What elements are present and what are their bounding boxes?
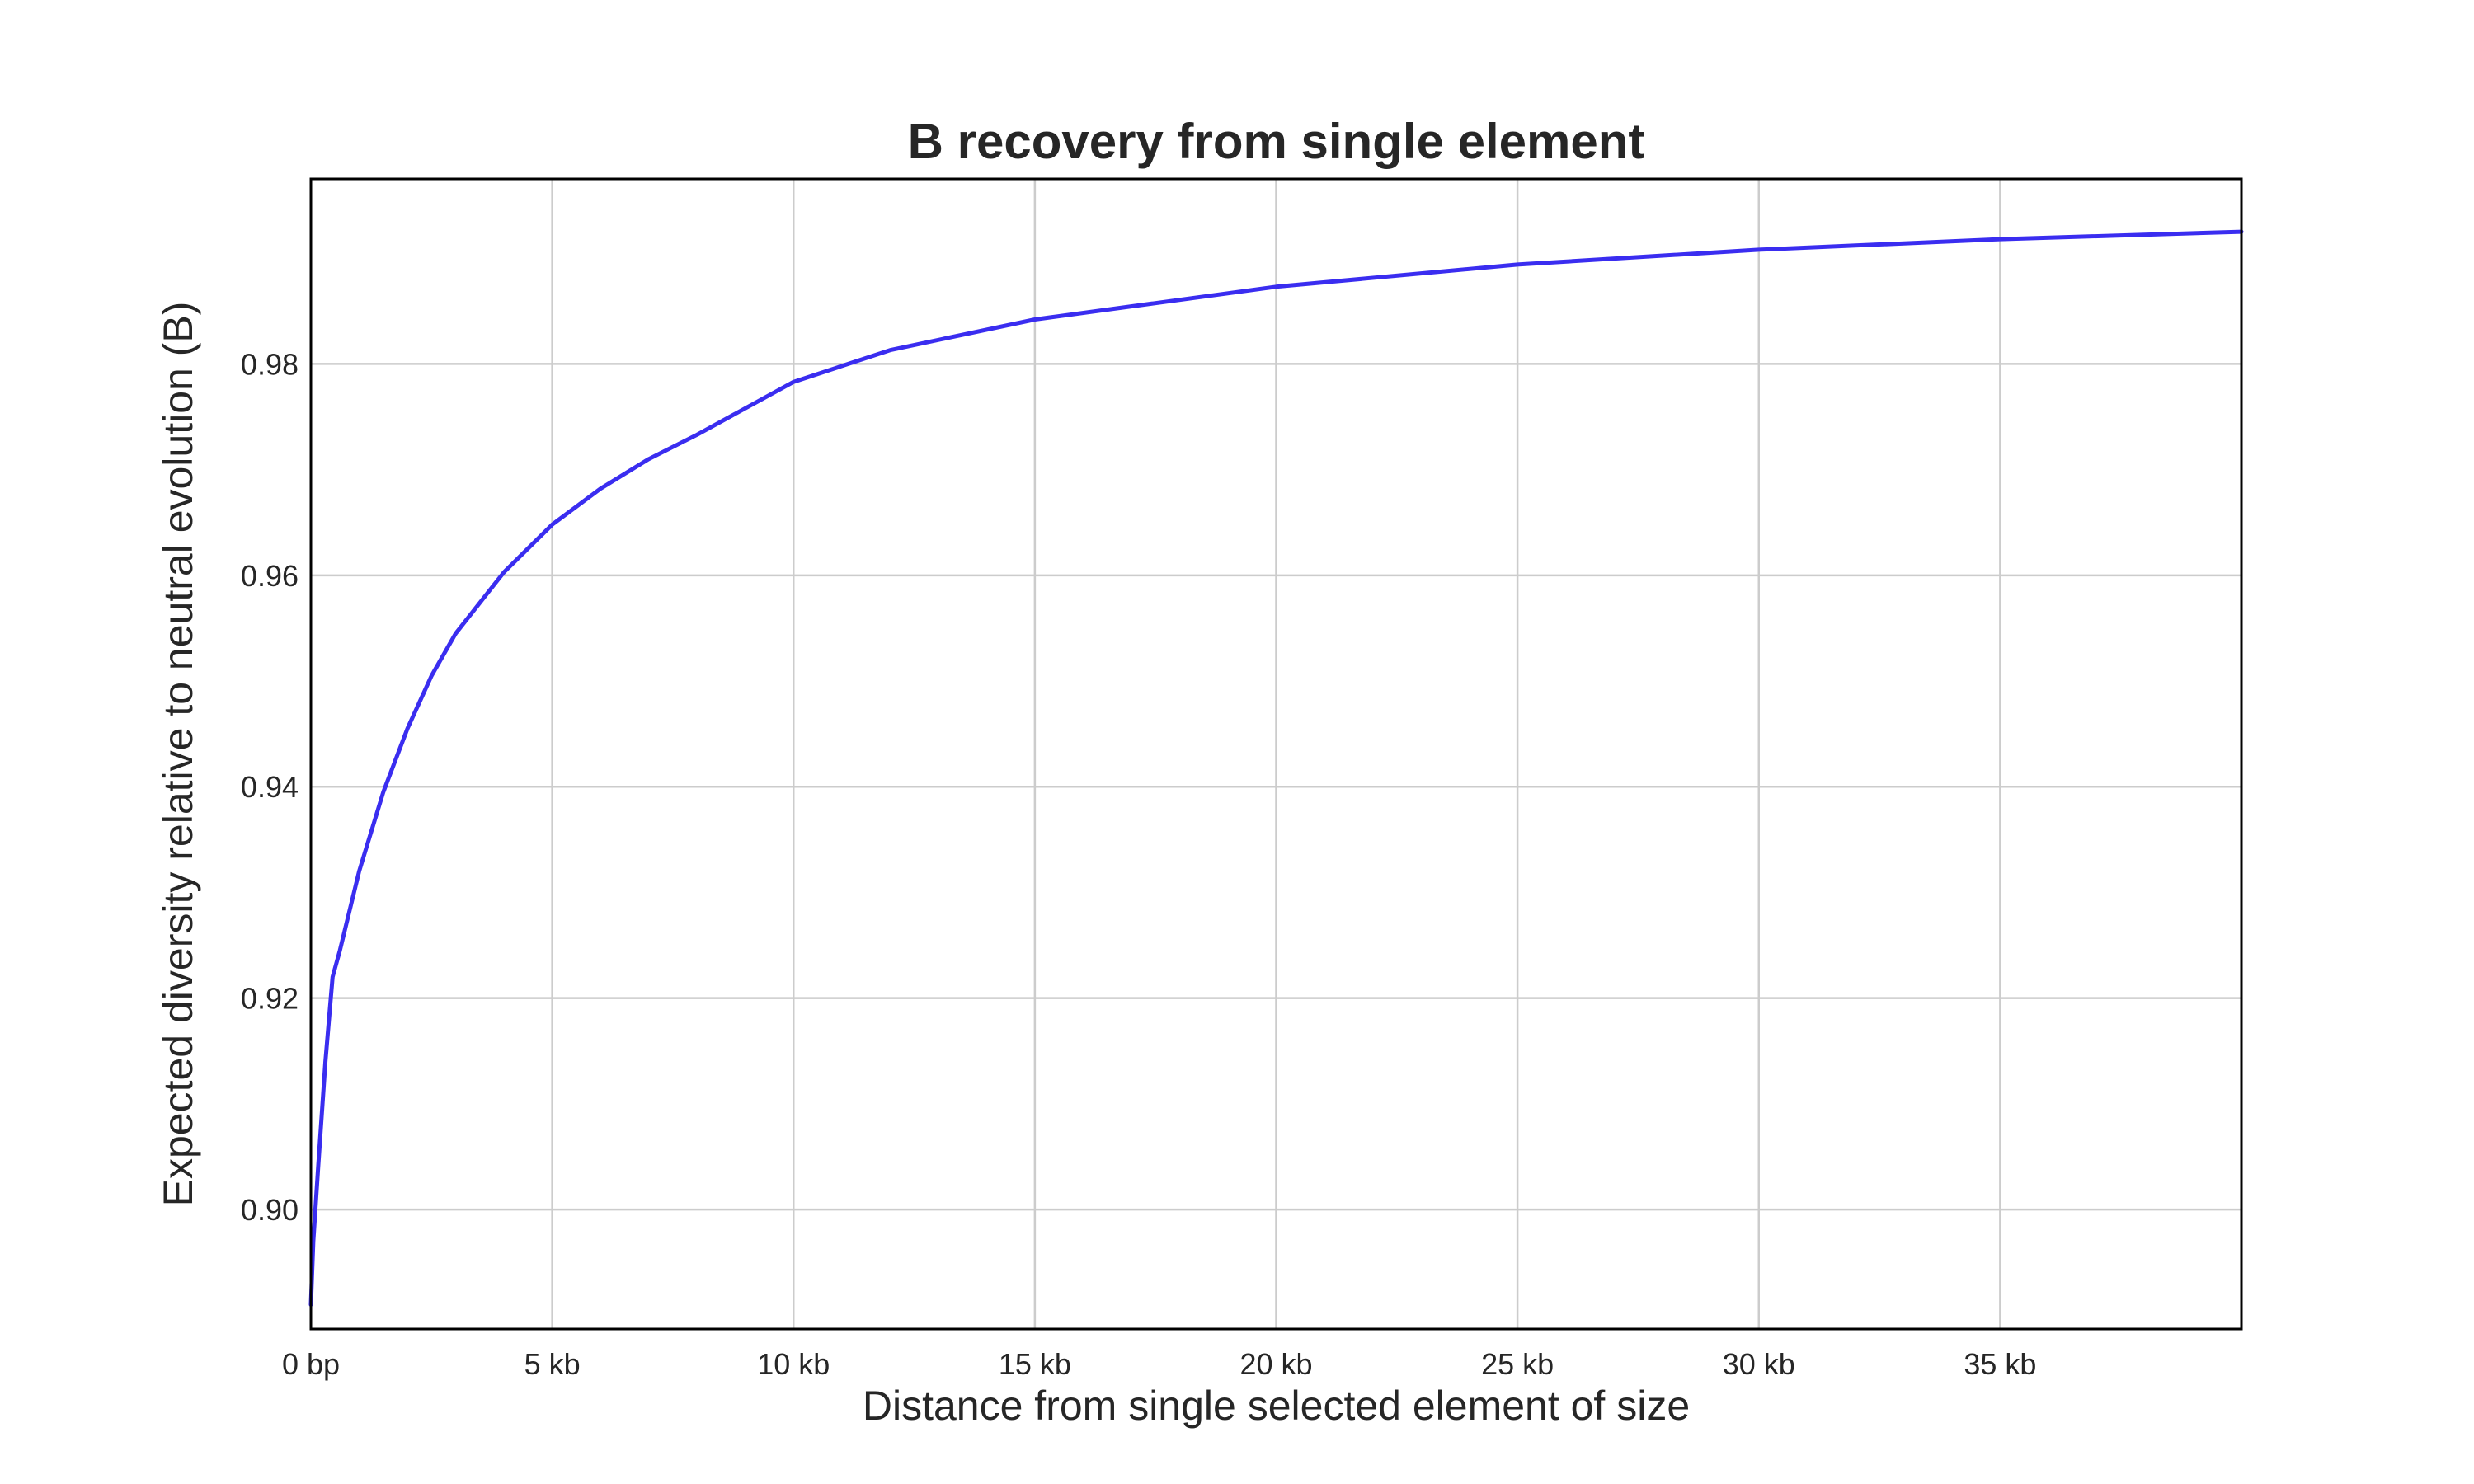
y-tick-label: 0.94 <box>241 770 299 804</box>
x-tick-label: 25 kb <box>1481 1347 1554 1381</box>
y-tick-label: 0.92 <box>241 982 299 1016</box>
x-tick-label: 35 kb <box>1964 1347 2036 1381</box>
plot-frame <box>309 177 2243 1331</box>
x-tick-label: 15 kb <box>999 1347 1071 1381</box>
grid-layer <box>309 179 2241 1329</box>
x-tick-label: 30 kb <box>1723 1347 1795 1381</box>
y-tick-label: 0.90 <box>241 1193 299 1227</box>
y-axis-label: Expected diversity relative to neutral e… <box>155 302 201 1207</box>
x-axis-label: Distance from single selected element of… <box>863 1383 1690 1429</box>
x-tick-label: 0 bp <box>282 1347 340 1381</box>
x-tick-label: 10 kb <box>757 1347 830 1381</box>
y-tick-label: 0.98 <box>241 347 299 381</box>
x-tick-label: 5 kb <box>524 1347 581 1381</box>
series-line <box>308 229 2244 1307</box>
y-tick-label: 0.96 <box>241 559 299 593</box>
tick-layer: 0 bp 5 kb 10 kb 15 kb 20 kb 25 kb 30 kb 35 kb 0.… <box>241 347 2036 1381</box>
line-layer <box>308 229 2244 1307</box>
x-tick-label: 20 kb <box>1239 1347 1312 1381</box>
chart-title: B recovery from single element <box>908 114 1645 169</box>
